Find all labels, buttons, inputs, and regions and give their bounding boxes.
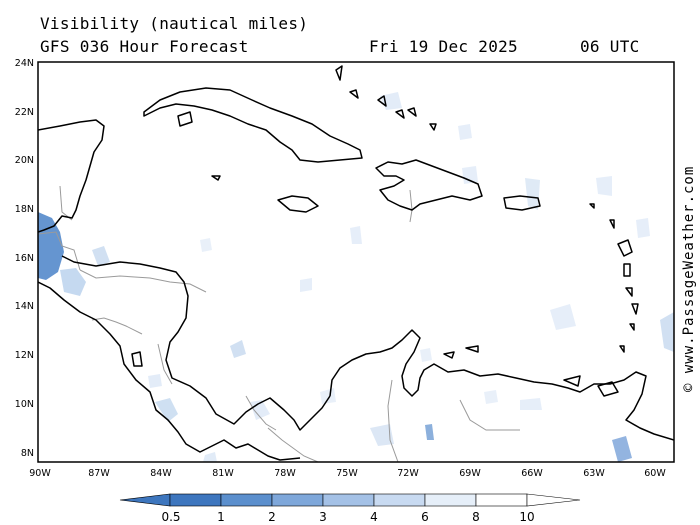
lon-tick-label: 75W	[336, 468, 358, 479]
coastlines	[38, 65, 674, 461]
lat-axis: 24N 22N 20N 18N 16N 14N 12N 10N 8N	[15, 58, 34, 459]
colorbar-label: 8	[472, 510, 480, 524]
south-america-coast	[329, 329, 674, 441]
colorbar-segment	[220, 493, 273, 507]
colorbar-label: 2	[268, 510, 276, 524]
forecast-label: GFS 036 Hour Forecast	[40, 37, 249, 56]
central-america-coast	[61, 255, 331, 431]
jamaica-coast	[277, 195, 319, 213]
lon-tick-label: 69W	[459, 468, 481, 479]
country-borders	[38, 185, 520, 462]
colorbar-label: 4	[370, 510, 378, 524]
colorbar-segment	[322, 493, 375, 507]
colorbar-label: 6	[421, 510, 429, 524]
lon-tick-label: 63W	[583, 468, 605, 479]
lon-axis: 90W 87W 84W 81W 78W 75W 72W 69W 66W 63W …	[29, 468, 666, 479]
visibility-shading	[38, 92, 674, 462]
colorbar-segment	[424, 493, 477, 507]
lon-tick-label: 81W	[212, 468, 234, 479]
lat-tick-label: 16N	[15, 253, 34, 264]
colorbar: 0.5 1 2 3 4 6 8 10	[119, 493, 581, 524]
lat-tick-label: 10N	[15, 399, 34, 410]
lon-tick-label: 84W	[150, 468, 172, 479]
lon-tick-label: 72W	[397, 468, 419, 479]
colorbar-segment	[526, 493, 581, 507]
yucatan-coast	[38, 119, 105, 233]
cuba-coast	[143, 87, 363, 163]
lat-tick-label: 20N	[15, 155, 34, 166]
colorbar-segment	[475, 493, 528, 507]
puerto-rico-coast	[503, 195, 541, 211]
colorbar-segment	[119, 493, 171, 507]
lat-tick-label: 12N	[15, 350, 34, 361]
colorbar-segment	[373, 493, 426, 507]
lon-tick-label: 60W	[644, 468, 666, 479]
colorbar-segment	[271, 493, 324, 507]
lat-tick-label: 24N	[15, 58, 34, 69]
map-title: Visibility (nautical miles)	[40, 14, 309, 33]
colorbar-label: 1	[217, 510, 225, 524]
lon-tick-label: 78W	[274, 468, 296, 479]
lat-tick-label: 14N	[15, 301, 34, 312]
lat-tick-label: 18N	[15, 204, 34, 215]
map-area	[38, 62, 674, 462]
lon-tick-label: 66W	[521, 468, 543, 479]
forecast-time: 06 UTC	[580, 37, 640, 56]
forecast-date: Fri 19 Dec 2025	[369, 37, 518, 56]
map-frame	[37, 61, 675, 463]
site-credit: © www.PassageWeather.com	[681, 166, 697, 392]
colorbar-label: 10	[519, 510, 534, 524]
colorbar-label: 3	[319, 510, 327, 524]
colorbar-segment	[169, 493, 222, 507]
lat-tick-label: 8N	[21, 448, 34, 459]
lat-tick-label: 22N	[15, 107, 34, 118]
hispaniola-coast	[375, 159, 483, 211]
lon-tick-label: 90W	[29, 468, 51, 479]
colorbar-label: 0.5	[161, 510, 180, 524]
lon-tick-label: 87W	[88, 468, 110, 479]
